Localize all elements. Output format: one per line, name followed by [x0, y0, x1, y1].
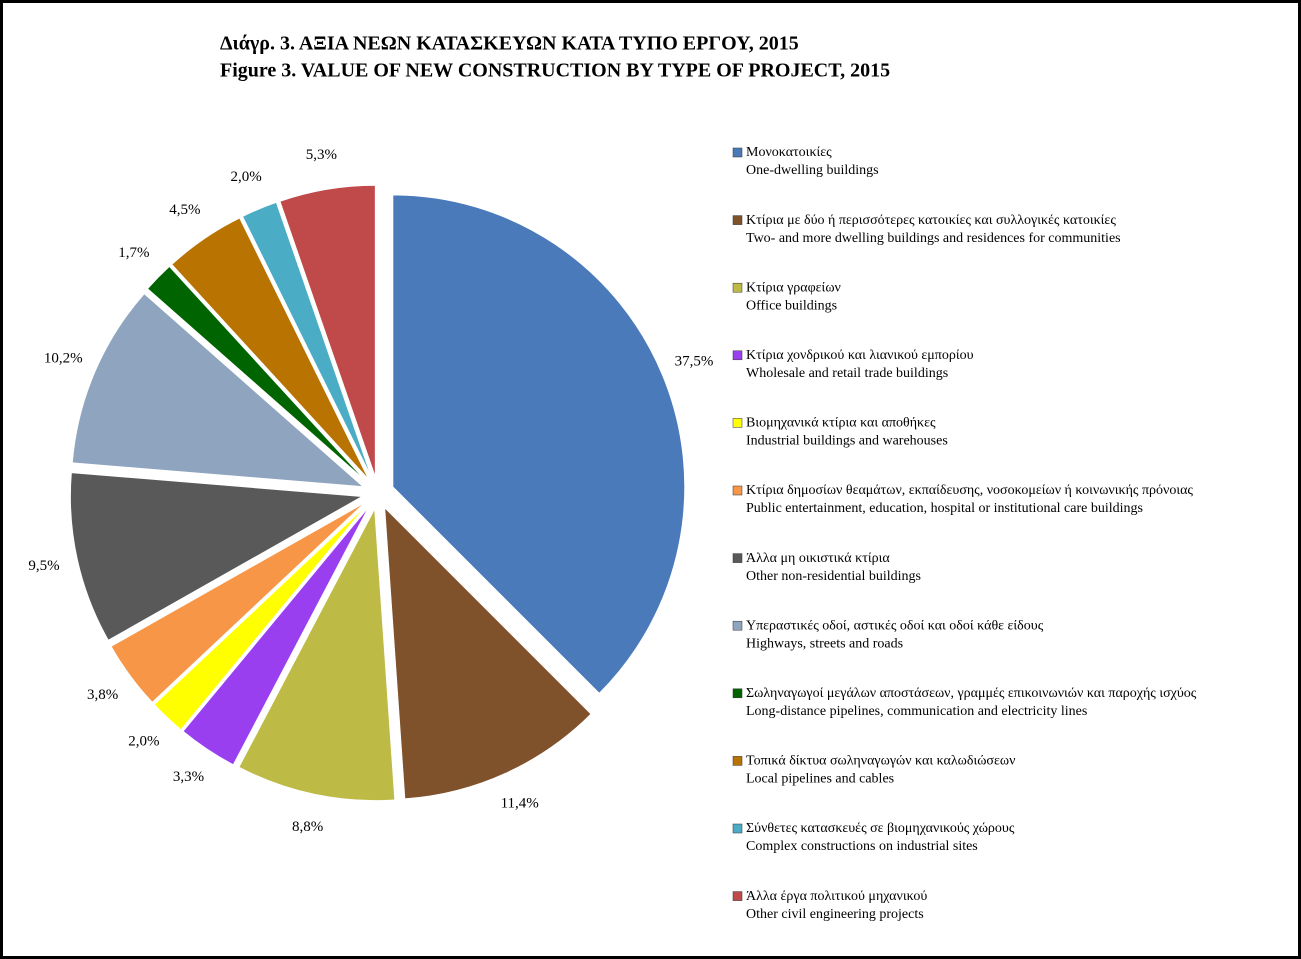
legend-label-en: Highways, streets and roads	[746, 636, 903, 651]
legend-label-en: Office buildings	[746, 298, 837, 313]
data-label: 3,3%	[173, 769, 204, 785]
pie-slice	[182, 505, 370, 766]
pie-slice	[146, 265, 367, 483]
pie-slice	[384, 506, 592, 800]
legend-label: Υπεραστικές οδοί, αστικές οδοί και οδοί …	[746, 618, 1044, 633]
pie-slice	[153, 504, 368, 731]
legend-swatch	[732, 891, 743, 901]
pie-slice	[241, 201, 373, 479]
legend-label: Σύνθετες κατασκευές σε βιομηχανικούς χώρ…	[746, 821, 1015, 836]
data-label: 3,8%	[87, 687, 118, 703]
legend-swatch	[732, 620, 743, 631]
legend-swatch	[732, 418, 743, 428]
data-label: 8,8%	[292, 819, 323, 835]
legend-label: Άλλα μη οικιστικά κτίρια	[746, 551, 890, 566]
legend-swatch	[732, 215, 743, 225]
pie-slice	[279, 184, 376, 478]
legend-label-en: Complex constructions on industrial site…	[746, 839, 978, 854]
legend-swatch	[732, 485, 743, 496]
legend-swatch	[732, 553, 743, 563]
legend-label: Άλλα έργα πολιτικού μηχανικού	[746, 889, 927, 904]
legend-label: Βιομηχανικά κτίρια και αποθήκες	[746, 416, 936, 431]
legend-label-en: Industrial buildings and warehouses	[746, 434, 948, 449]
legend-label-en: Other non-residential buildings	[746, 569, 921, 584]
legend-label: Μονοκατοικίες	[746, 145, 832, 160]
pie-slice	[238, 506, 396, 802]
data-label: 37,5%	[675, 354, 714, 370]
pie-slice	[171, 217, 370, 481]
legend-swatch	[732, 282, 743, 293]
legend-label-en: One-dwelling buildings	[746, 163, 879, 178]
legend-label-en: Long-distance pipelines, communication a…	[746, 704, 1087, 719]
legend-label-en: Two- and more dwelling buildings and res…	[746, 231, 1121, 246]
legend-label-en: Other civil engineering projects	[746, 907, 924, 922]
legend-label: Κτίρια δημοσίων θεαμάτων, εκπαίδευσης, ν…	[746, 483, 1193, 498]
chart-title-en: Figure 3. VALUE OF NEW CONSTRUCTION BY T…	[220, 60, 890, 82]
legend-label: Κτίρια χονδρικού και λιανικού εμπορίου	[746, 348, 974, 363]
data-label: 11,4%	[501, 796, 539, 812]
legend-swatch	[732, 350, 743, 361]
legend-label: Σωληναγωγοί μεγάλων αποστάσεων, γραμμές …	[746, 686, 1197, 701]
pie-slice	[392, 194, 686, 695]
chart-title: Διάγρ. 3. ΑΞΙΑ ΝΕΩΝ ΚΑΤΑΣΚΕΥΩΝ ΚΑΤΑ ΤΥΠΟ…	[220, 33, 799, 55]
legend-swatch	[732, 823, 743, 834]
legend-label-en: Public entertainment, education, hospita…	[746, 501, 1143, 516]
legend-swatch	[732, 688, 743, 699]
data-label: 5,3%	[306, 147, 337, 163]
data-label: 2,0%	[231, 169, 262, 185]
legend-label-en: Wholesale and retail trade buildings	[746, 366, 948, 381]
legend-swatch	[732, 756, 743, 766]
pie-slice	[71, 292, 365, 488]
legend-label-en: Local pipelines and cables	[746, 772, 894, 787]
data-label: 1,7%	[118, 245, 149, 261]
data-label: 9,5%	[28, 558, 59, 574]
pie-slice	[69, 472, 365, 641]
legend-label: Κτίρια με δύο ή περισσότερες κατοικίες κ…	[746, 213, 1116, 228]
legend-label: Τοπικά δίκτυα σωληναγωγών και καλωδιώσεω…	[746, 754, 1015, 769]
legend-swatch	[732, 147, 743, 158]
data-label: 4,5%	[169, 202, 200, 218]
data-label: 10,2%	[44, 351, 83, 367]
data-label: 2,0%	[128, 734, 159, 750]
legend-label: Κτίρια γραφείων	[746, 280, 841, 295]
pie-slice	[110, 502, 366, 704]
